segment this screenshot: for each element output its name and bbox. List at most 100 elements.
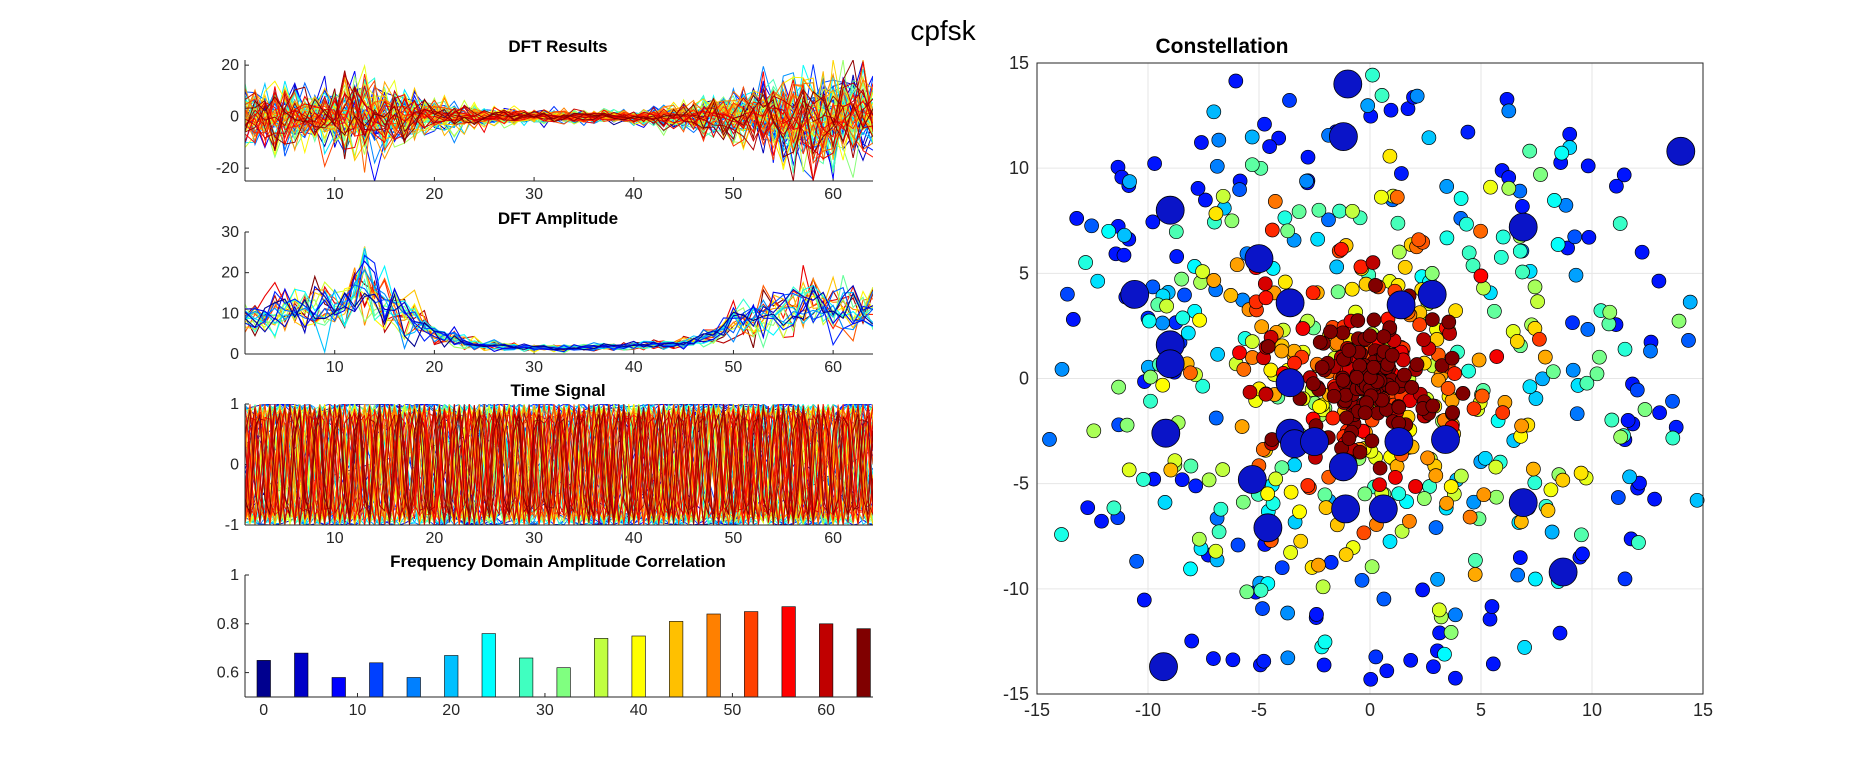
constellation-point: [1356, 525, 1372, 541]
y-tick-label: 1: [230, 567, 239, 584]
constellation-point: [1260, 339, 1276, 354]
constellation-point: [1421, 130, 1437, 146]
correlation-bar: [744, 611, 759, 698]
dft-results-title: DFT Results: [508, 37, 607, 56]
constellation-point: [1271, 130, 1287, 146]
constellation-point: [1522, 143, 1538, 159]
constellation-point: [1569, 406, 1585, 422]
constellation-point: [1550, 237, 1566, 252]
x-tick-label: -15: [1024, 700, 1050, 720]
constellation-point: [1283, 484, 1299, 500]
constellation-point: [1671, 313, 1687, 329]
x-tick-label: 60: [824, 186, 842, 203]
constellation-point: [1244, 334, 1260, 349]
constellation-point: [1300, 149, 1316, 165]
constellation-point: [1622, 469, 1637, 485]
constellation-point: [1565, 315, 1580, 331]
dft-amplitude-panel: DFT Amplitude 10 20 30 40 50 60 0 10 20 30: [221, 209, 873, 376]
constellation-point: [1330, 284, 1346, 300]
constellation-point: [1530, 294, 1545, 309]
constellation-point: [1368, 278, 1383, 293]
constellation-point: [1287, 355, 1302, 371]
constellation-point: [1509, 334, 1525, 349]
constellation-point: [1501, 103, 1517, 119]
constellation-point: [1318, 500, 1334, 515]
y-tick-label: 0: [230, 109, 239, 126]
constellation-point: [1339, 410, 1355, 426]
constellation-point: [1415, 582, 1430, 598]
constellation-point: [1555, 472, 1571, 488]
y-tick-label: 0: [230, 346, 239, 363]
constellation-point: [1394, 523, 1410, 539]
constellation-point: [1629, 382, 1645, 398]
constellation-point: [1325, 410, 1341, 426]
constellation-point: [1681, 333, 1696, 348]
dft-amplitude-title: DFT Amplitude: [498, 209, 618, 228]
x-tick-label: 30: [536, 702, 554, 719]
constellation-large-point: [1431, 425, 1460, 454]
constellation-point: [1537, 349, 1553, 365]
constellation-large-point: [1300, 427, 1329, 457]
correlation-bar: [706, 613, 721, 698]
constellation-point: [1357, 405, 1373, 421]
constellation-large-point: [1548, 557, 1578, 587]
constellation-point: [1229, 257, 1245, 273]
correlation-bar: [519, 657, 534, 698]
constellation-point: [1129, 553, 1144, 569]
constellation-point: [1314, 359, 1330, 375]
constellation-large-point: [1275, 288, 1305, 318]
constellation-point: [1210, 346, 1225, 362]
constellation-point: [1208, 410, 1224, 426]
constellation-point: [1277, 274, 1293, 290]
constellation-point: [1326, 388, 1342, 404]
constellation-point: [1364, 433, 1380, 449]
correlation-bar: [556, 667, 571, 698]
constellation-point: [1444, 350, 1460, 366]
y-tick-label: 0: [1019, 369, 1029, 389]
constellation-point: [1292, 504, 1307, 520]
x-tick-label: 10: [1582, 700, 1602, 720]
constellation-point: [1540, 503, 1556, 518]
constellation-point: [1311, 202, 1327, 218]
constellation-point: [1431, 602, 1447, 618]
constellation-point: [1384, 380, 1400, 396]
constellation-point: [1501, 180, 1517, 196]
constellation-point: [1183, 365, 1198, 381]
constellation-point: [1404, 379, 1420, 395]
constellation-point: [1431, 372, 1446, 388]
constellation-point: [1383, 102, 1399, 118]
constellation-point: [1460, 124, 1476, 140]
correlation-bar: [406, 677, 421, 698]
constellation-point: [1311, 557, 1326, 573]
constellation-point: [1215, 462, 1231, 477]
constellation-point: [1467, 567, 1483, 582]
constellation-point: [1334, 241, 1349, 257]
constellation-point: [1390, 215, 1406, 231]
constellation-points: [1042, 67, 1705, 687]
x-tick-label: 30: [525, 186, 543, 203]
x-tick-label: 50: [725, 530, 743, 547]
constellation-point: [1211, 132, 1227, 148]
constellation-large-point: [1666, 136, 1696, 166]
y-tick-label: 0.8: [217, 616, 239, 633]
constellation-point: [1106, 500, 1122, 516]
constellation-point: [1526, 461, 1541, 477]
constellation-point: [1341, 431, 1357, 446]
x-tick-label: 60: [824, 530, 842, 547]
constellation-large-point: [1155, 195, 1185, 225]
constellation-point: [1317, 634, 1333, 650]
correlation-bar: [819, 623, 834, 698]
constellation-point: [1372, 460, 1388, 476]
constellation-point: [1382, 534, 1398, 549]
y-tick-label: 0.6: [217, 665, 239, 682]
constellation-point: [1234, 419, 1250, 434]
constellation-point: [1190, 181, 1206, 196]
constellation-point: [1412, 317, 1428, 333]
constellation-point: [1213, 501, 1229, 517]
x-tick-label: 60: [824, 359, 842, 376]
constellation-point: [1382, 148, 1398, 164]
constellation-point: [1476, 280, 1491, 296]
freq-corr-title: Frequency Domain Amplitude Correlation: [390, 552, 726, 571]
constellation-point: [1344, 281, 1360, 297]
constellation-point: [1568, 267, 1584, 283]
